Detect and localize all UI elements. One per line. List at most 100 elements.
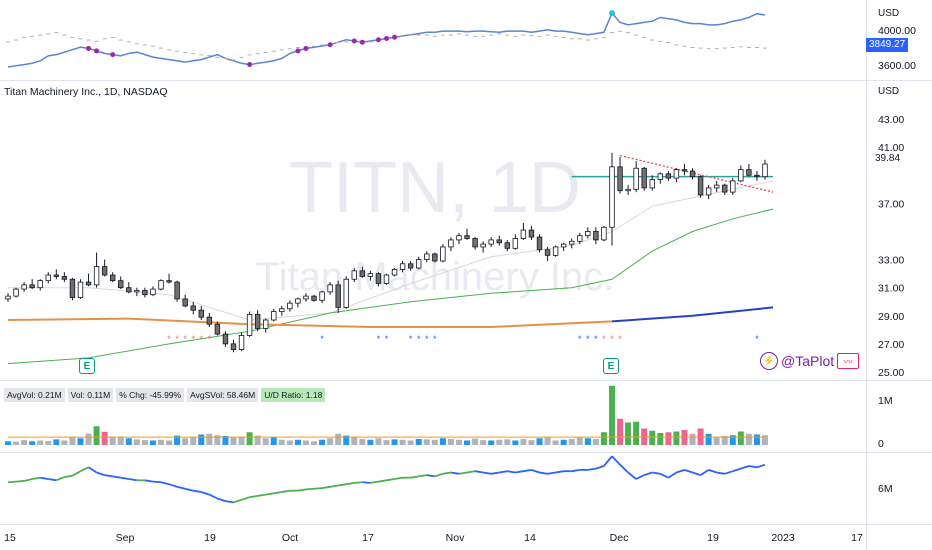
volume-panel	[5, 385, 768, 445]
candle-body	[93, 266, 100, 286]
candle-body	[351, 270, 357, 280]
candle-body	[287, 302, 293, 310]
ud-ratio-segment	[740, 465, 750, 470]
volume-bar	[568, 439, 575, 445]
volume-bar	[367, 439, 374, 445]
ud-ratio-segment	[265, 492, 274, 496]
candle-body	[109, 274, 116, 282]
ud-ratio-segment	[184, 487, 194, 492]
candle-body	[472, 238, 478, 248]
ud-ratio-segment	[201, 491, 210, 496]
volume-bar	[174, 435, 181, 445]
candle-body	[77, 281, 84, 298]
candle-body	[641, 167, 647, 189]
ud-ratio-segment	[144, 479, 154, 483]
candle-body	[238, 335, 245, 350]
candle-body	[730, 180, 736, 193]
ud-ratio-segment	[23, 478, 33, 482]
volume-tick-label: 1M	[878, 395, 893, 407]
candle-body	[665, 173, 672, 179]
ud-ratio-segment	[474, 470, 484, 474]
signal-star: *	[320, 334, 324, 344]
volume-bar	[238, 436, 245, 445]
volume-bar	[721, 436, 728, 445]
candle-body	[174, 281, 180, 300]
x-tick-label: 14	[524, 532, 536, 544]
volume-bar	[182, 438, 189, 445]
candle-body	[230, 343, 237, 350]
ud-ratio-segment	[297, 488, 307, 492]
volume-bar	[729, 435, 736, 445]
candle-body	[520, 229, 527, 239]
price-tick-label: 29.00	[878, 311, 904, 323]
ud-ratio-segment	[273, 491, 282, 495]
earnings-marker[interactable]: E	[603, 358, 619, 374]
rs-new-high-dot	[608, 10, 615, 17]
price-tick-label: 27.00	[878, 339, 904, 351]
volume-bar	[69, 436, 76, 445]
candle-body	[697, 176, 704, 196]
volume-bar	[399, 439, 406, 445]
volume-bar	[544, 437, 551, 445]
volume-bar	[311, 441, 318, 445]
volume-bar	[745, 433, 752, 445]
ud-ratio-segment	[15, 480, 25, 483]
volume-bar	[713, 436, 720, 445]
candle-body	[206, 316, 213, 325]
x-tick-label: 17	[362, 532, 374, 544]
signal-star: *	[594, 334, 598, 344]
candle-body	[746, 169, 752, 176]
volume-bar	[125, 438, 132, 445]
ud-ratio-segment	[442, 471, 452, 475]
volume-bar	[302, 440, 309, 445]
candle-body	[279, 308, 285, 312]
signal-star: *	[377, 334, 381, 344]
candle-body	[464, 235, 470, 239]
volume-bar	[665, 432, 672, 445]
ud-ratio-segment	[627, 471, 637, 480]
signal-star: *	[618, 334, 622, 344]
candle-body	[496, 239, 502, 244]
volume-bar	[286, 440, 293, 445]
x-tick-label: 17	[851, 532, 863, 544]
signal-star: *	[433, 334, 437, 344]
vol-stat: Vol: 0.11M	[67, 388, 114, 402]
bolt-icon: ⚡	[760, 352, 778, 370]
ud-ratio-segment	[507, 470, 516, 474]
volume-bar	[480, 440, 487, 445]
price-currency-label: USD	[878, 86, 900, 97]
candle-body	[625, 188, 631, 192]
candle-body	[166, 280, 172, 283]
ud-ratio-segment	[676, 469, 685, 474]
candle-body	[407, 263, 414, 269]
ud-ratio-segment	[160, 481, 170, 486]
candle-body	[383, 274, 390, 284]
ud-ratio-segment	[418, 474, 427, 478]
candle-body	[673, 169, 680, 179]
rs-high-dot	[375, 37, 381, 43]
x-tick-label: 15	[4, 532, 16, 544]
ud-ratio-segment	[281, 489, 291, 493]
volume-bar	[584, 438, 591, 445]
signal-star: *	[755, 334, 759, 344]
ud-ratio-segment	[748, 465, 758, 469]
ud-ratio-segment	[225, 500, 234, 504]
volume-bar	[407, 440, 414, 445]
ud-ratio-segment	[386, 478, 395, 482]
signal-star: *	[200, 334, 204, 344]
rs-high-dot	[359, 39, 365, 45]
volume-bar	[270, 437, 277, 445]
ma-gray-line	[8, 180, 774, 321]
volume-bar	[560, 439, 567, 445]
rs-high-dot	[247, 62, 253, 68]
watermark-symbol: TITN, 1D	[289, 148, 581, 228]
volume-bar	[93, 426, 100, 445]
signal-star: *	[409, 334, 413, 344]
volume-bar	[214, 435, 221, 445]
earnings-marker[interactable]: E	[79, 358, 95, 374]
candle-body	[295, 298, 301, 304]
volume-bar	[762, 435, 768, 445]
candle-body	[319, 291, 325, 301]
volume-bar	[319, 439, 326, 445]
